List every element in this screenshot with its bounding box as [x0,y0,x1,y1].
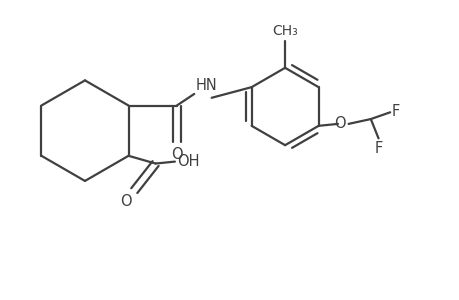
Text: HN: HN [195,78,217,93]
Text: OH: OH [176,154,199,169]
Text: O: O [333,116,345,131]
Text: CH₃: CH₃ [272,24,297,38]
Text: O: O [119,194,131,208]
Text: O: O [171,147,182,162]
Text: F: F [391,104,399,119]
Text: F: F [374,141,382,156]
